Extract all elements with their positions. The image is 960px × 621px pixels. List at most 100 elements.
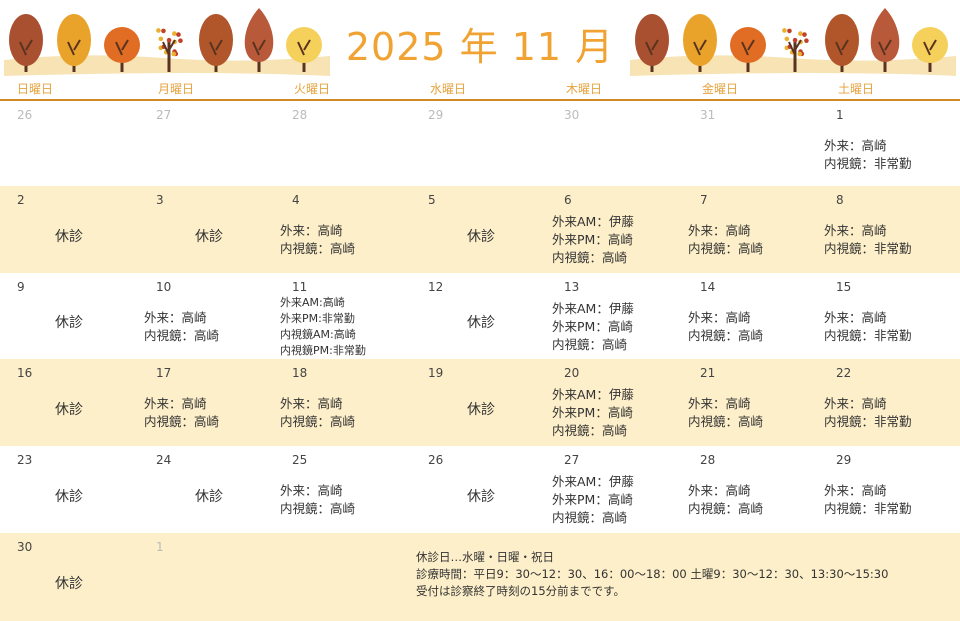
autumn-trees-illustration-right [630, 8, 956, 76]
day-number: 22 [836, 366, 852, 380]
note-line: 診療時間：平日9：30～12：30、16：00～18：00 土曜9：30～12：… [416, 567, 889, 581]
day-number: 24 [156, 453, 172, 467]
day-number: 30 [564, 108, 580, 122]
calendar-day-cell[interactable]: 18 外来：高崎 内視鏡：高崎 [272, 359, 408, 446]
staff-schedule: 外来：高崎内視鏡：高崎 [280, 482, 355, 518]
calendar-day-cell[interactable]: 1 [136, 533, 272, 621]
day-number: 8 [836, 193, 844, 207]
calendar-day-cell[interactable]: 30 [544, 101, 680, 186]
day-number: 31 [700, 108, 716, 122]
schedule-line: 外来：高崎 [824, 396, 887, 411]
schedule-line: 外来：高崎 [280, 483, 343, 498]
calendar-day-cell[interactable]: 10 外来：高崎 内視鏡：高崎 [136, 273, 272, 359]
calendar-day-cell[interactable]: 1 外来：高崎 内視鏡：非常勤 [816, 101, 952, 186]
day-number: 4 [292, 193, 300, 207]
calendar-day-cell[interactable]: 20 外来AM：伊藤 外来PM：高崎 内視鏡：高崎 [544, 359, 680, 446]
calendar-day-cell[interactable]: 22 外来：高崎内視鏡：非常勤 [816, 359, 952, 446]
closed-label: 休診 [195, 488, 223, 505]
calendar-day-cell[interactable]: 29 [408, 101, 544, 186]
weekday-header: 土曜日 [838, 82, 875, 96]
schedule-line: 内視鏡：高崎 [552, 510, 628, 525]
schedule-line: 外来：高崎 [824, 483, 887, 498]
staff-schedule: 外来AM：伊藤 外来PM：高崎 内視鏡：高崎 [552, 213, 634, 267]
calendar-day-cell[interactable]: 16 休診 [0, 359, 136, 446]
calendar-day-cell[interactable]: 9 休診 [0, 273, 136, 359]
calendar-day-cell[interactable]: 24 休診 [136, 446, 272, 533]
calendar-day-cell[interactable]: 11 外来AM:高崎 外来PM:非常勤 内視鏡AM:高崎 内視鏡PM:非常勤 [272, 273, 408, 359]
calendar-day-cell[interactable]: 25 外来：高崎内視鏡：高崎 [272, 446, 408, 533]
calendar-day-cell[interactable]: 31 [680, 101, 816, 186]
schedule-line: 外来：高崎 [280, 223, 343, 238]
closed-label: 休診 [467, 315, 495, 331]
day-number: 5 [428, 193, 436, 207]
calendar-day-cell[interactable]: 6 外来AM：伊藤 外来PM：高崎 内視鏡：高崎 [544, 186, 680, 273]
calendar-day-cell[interactable]: 19 休診 [408, 359, 544, 446]
staff-schedule: 外来：高崎内視鏡：非常勤 [824, 395, 912, 431]
staff-schedule: 外来：高崎 内視鏡：高崎 [688, 482, 763, 518]
schedule-line: 外来AM：伊藤 [552, 474, 634, 489]
staff-schedule: 外来AM：伊藤 外来PM：高崎 内視鏡：高崎 [552, 300, 634, 354]
schedule-line: 外来：高崎 [824, 310, 887, 325]
day-number: 14 [700, 280, 716, 294]
weekday-header: 火曜日 [294, 82, 331, 96]
schedule-line: 外来：高崎 [280, 396, 343, 411]
note-line: 休診日…水曜・日曜・祝日 [416, 550, 554, 564]
calendar-day-cell[interactable]: 2 休診 [0, 186, 136, 273]
schedule-line: 外来：高崎 [144, 310, 207, 325]
schedule-line: 外来PM：高崎 [552, 319, 633, 334]
calendar-day-cell[interactable]: 15 外来：高崎 内視鏡：非常勤 [816, 273, 952, 359]
calendar-day-cell[interactable]: 29 外来：高崎 内視鏡：非常勤 [816, 446, 952, 533]
day-number: 16 [17, 366, 33, 380]
day-number: 30 [17, 540, 33, 554]
calendar-day-cell[interactable]: 26 [0, 101, 136, 186]
calendar-day-cell[interactable]: 23 休診 [0, 446, 136, 533]
calendar-day-cell[interactable]: 21 外来：高崎内視鏡：高崎 [680, 359, 816, 446]
calendar-day-cell[interactable]: 27 [136, 101, 272, 186]
day-number: 23 [17, 453, 33, 467]
calendar-day-cell[interactable]: 28 外来：高崎 内視鏡：高崎 [680, 446, 816, 533]
calendar-week-row: 9 休診 10 外来：高崎 内視鏡：高崎 11 外来AM:高崎 外来PM:非常勤 内視鏡AM:高… [0, 273, 960, 359]
day-number: 21 [700, 366, 716, 380]
schedule-line: 外来PM：高崎 [552, 232, 633, 247]
calendar-day-cell[interactable]: 3 休診 [136, 186, 272, 273]
schedule-line: 外来PM：高崎 [552, 492, 633, 507]
staff-schedule: 外来：高崎 内視鏡：非常勤 [824, 137, 912, 173]
schedule-line: 内視鏡：高崎 [688, 414, 764, 429]
calendar-day-cell[interactable]: 12 休診 [408, 273, 544, 359]
day-number: 27 [156, 108, 172, 122]
day-number: 19 [428, 366, 444, 380]
calendar-day-cell[interactable]: 4 外来：高崎 内視鏡：高崎 [272, 186, 408, 273]
closed-label: 休診 [467, 401, 495, 418]
calendar-day-cell[interactable]: 28 [272, 101, 408, 186]
day-number: 11 [292, 280, 308, 294]
calendar-day-cell[interactable]: 14 外来：高崎 内視鏡：高崎 [680, 273, 816, 359]
day-number: 25 [292, 453, 308, 467]
calendar-day-cell[interactable]: 8 外来：高崎 内視鏡：非常勤 [816, 186, 952, 273]
staff-schedule: 外来：高崎 内視鏡：高崎 [144, 395, 219, 431]
staff-schedule: 外来AM:高崎 外来PM:非常勤 内視鏡AM:高崎 内視鏡PM:非常勤 [280, 295, 366, 359]
calendar-day-cell[interactable]: 17 外来：高崎 内視鏡：高崎 [136, 359, 272, 446]
schedule-line: 外来：高崎 [688, 223, 751, 238]
calendar-week-row: 16 休診 17 外来：高崎 内視鏡：高崎 18 外来：高崎 内視鏡：高崎 19 休診 20 外来AM… [0, 359, 960, 446]
schedule-line: 内視鏡：高崎 [280, 501, 356, 516]
day-number: 15 [836, 280, 852, 294]
calendar-day-cell[interactable]: 13 外来AM：伊藤 外来PM：高崎 内視鏡：高崎 [544, 273, 680, 359]
calendar-day-cell[interactable]: 30 休診 [0, 533, 136, 621]
schedule-line: 外来PM：高崎 [552, 405, 633, 420]
weekday-header: 金曜日 [702, 82, 739, 96]
calendar-week-row: 2 休診 3 休診 4 外来：高崎 内視鏡：高崎 5 休診 6 外来AM：伊藤 外来PM：高崎 内視鏡：… [0, 186, 960, 273]
note-line: 受付は診察終了時刻の15分前までです。 [416, 584, 625, 598]
schedule-line: 内視鏡：非常勤 [824, 414, 912, 429]
calendar-day-cell[interactable]: 7 外来：高崎 内視鏡：高崎 [680, 186, 816, 273]
calendar-day-cell[interactable]: 5 休診 [408, 186, 544, 273]
schedule-line: 内視鏡：非常勤 [824, 241, 912, 256]
schedule-line: 外来：高崎 [688, 396, 751, 411]
header-divider [0, 99, 960, 101]
day-number: 12 [428, 280, 444, 294]
schedule-line: 外来：高崎 [824, 138, 887, 153]
calendar-day-cell[interactable]: 27 外来AM：伊藤 外来PM：高崎 内視鏡：高崎 [544, 446, 680, 533]
staff-schedule: 外来AM：伊藤 外来PM：高崎 内視鏡：高崎 [552, 473, 634, 527]
staff-schedule: 外来：高崎 内視鏡：非常勤 [824, 309, 912, 345]
closed-label: 休診 [195, 228, 223, 245]
calendar-day-cell[interactable]: 26 休診 [408, 446, 544, 533]
